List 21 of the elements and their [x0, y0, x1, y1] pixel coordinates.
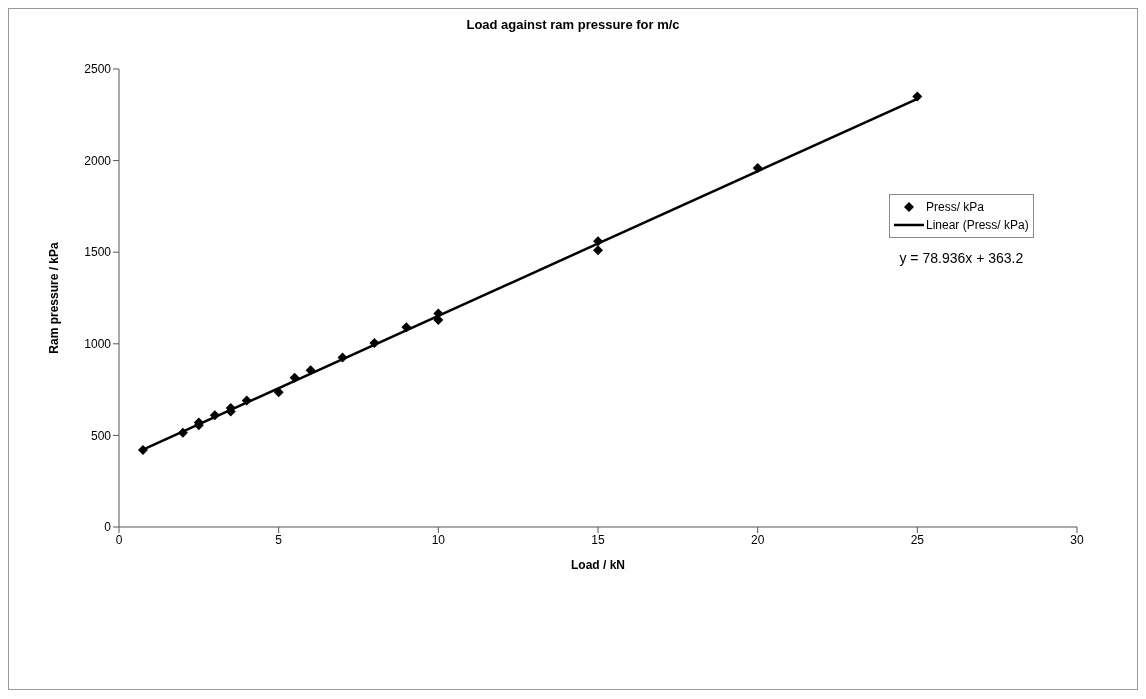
x-tick-label: 5	[275, 532, 283, 547]
x-tick-label: 15	[591, 532, 605, 547]
x-tick-label: 0	[115, 532, 123, 547]
y-tick-label: 2500	[84, 62, 112, 77]
x-tick-label: 20	[750, 532, 765, 547]
y-tick-label: 2000	[84, 153, 112, 168]
y-tick-label: 1000	[84, 337, 112, 352]
legend-label: Press/ kPa	[926, 199, 985, 216]
y-tick-label: 1500	[84, 245, 112, 260]
point	[593, 245, 603, 256]
x-axis-title: Load / kN	[570, 558, 626, 572]
annotation: y = 78.936x + 363.2	[898, 250, 1025, 266]
x-tick-label: 10	[431, 532, 446, 547]
point	[273, 387, 284, 398]
y-axis-title: Ram pressure / kPa	[47, 241, 62, 354]
x-tick-label: 25	[910, 532, 925, 547]
y-tick-label: 0	[104, 520, 112, 535]
y-tick-label: 500	[90, 428, 112, 443]
legend-label: Linear (Press/ kPa)	[926, 217, 1029, 234]
chart-title: Load against ram pressure for m/c	[465, 17, 681, 32]
x-tick-label: 30	[1070, 532, 1084, 547]
